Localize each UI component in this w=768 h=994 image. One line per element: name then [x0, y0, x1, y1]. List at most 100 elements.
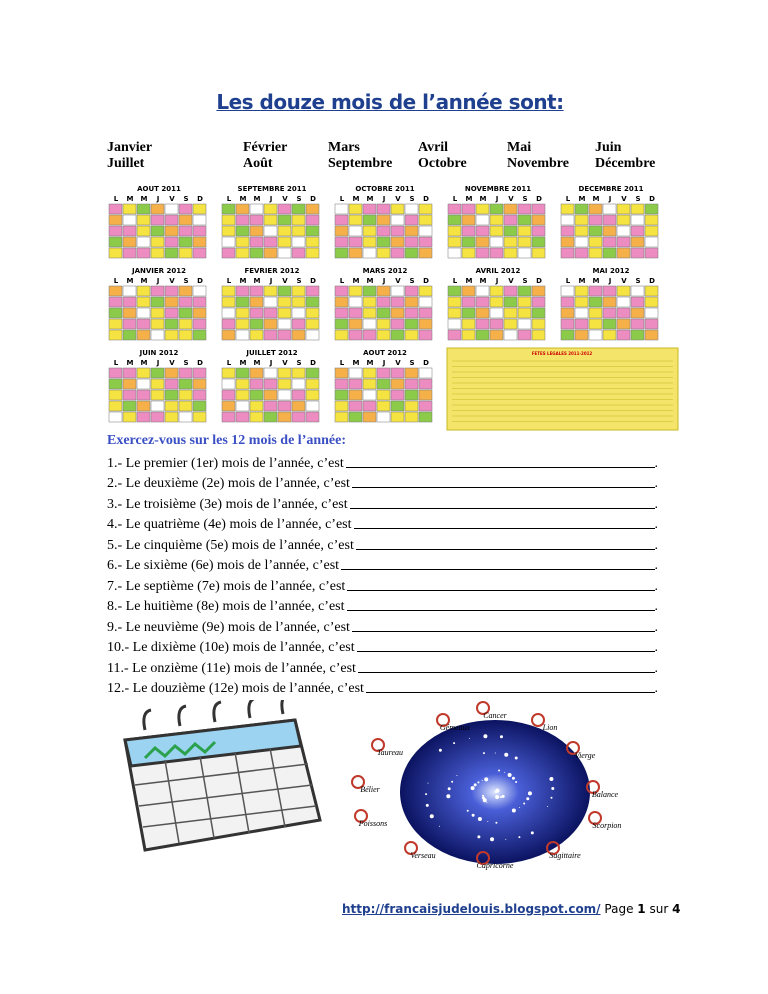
exercise-end: . — [654, 619, 659, 635]
day-letter: J — [382, 195, 386, 203]
day-letter: M — [353, 359, 360, 367]
day-cell — [616, 318, 631, 330]
star — [499, 735, 503, 739]
day-cell — [602, 236, 617, 248]
day-letter: D — [310, 195, 316, 203]
answer-blank[interactable] — [345, 466, 655, 468]
day-cell — [291, 203, 306, 215]
day-cell — [122, 400, 137, 412]
day-cell — [517, 203, 532, 215]
answer-blank[interactable] — [351, 487, 655, 488]
day-cell — [404, 225, 419, 237]
day-cell — [192, 225, 207, 237]
day-cell — [404, 247, 419, 259]
day-cell — [461, 236, 476, 248]
day-cell — [164, 411, 179, 423]
answer-blank[interactable] — [356, 651, 655, 652]
day-cell — [235, 318, 250, 330]
day-cell — [376, 411, 391, 423]
day-cell — [418, 307, 433, 319]
day-cell — [277, 225, 292, 237]
day-cell — [531, 214, 546, 226]
answer-blank[interactable] — [349, 507, 655, 509]
answer-blank[interactable] — [355, 548, 655, 550]
day-cell — [560, 296, 575, 308]
star — [470, 786, 475, 791]
page-word: Page — [604, 902, 634, 916]
day-cell — [560, 329, 575, 341]
day-cell — [164, 236, 179, 248]
answer-blank[interactable] — [365, 692, 655, 693]
day-cell — [164, 214, 179, 226]
day-cell — [418, 214, 433, 226]
day-cell — [461, 247, 476, 259]
day-cell — [164, 378, 179, 390]
month-name: Septembre — [328, 156, 393, 171]
day-cell — [122, 203, 137, 215]
day-cell — [178, 307, 193, 319]
title: Les douze mois de l’année sont: — [216, 90, 564, 114]
answer-blank[interactable] — [347, 589, 655, 591]
exercise-end: . — [654, 599, 659, 614]
day-cell — [164, 318, 179, 330]
star — [547, 805, 549, 807]
answer-blank[interactable] — [353, 528, 655, 529]
day-cell — [644, 318, 659, 330]
day-cell — [644, 236, 659, 248]
footer-link[interactable]: http://francaisjudelouis.blogspot.com/ — [342, 902, 601, 916]
star — [487, 821, 489, 823]
day-letter: J — [382, 359, 386, 367]
day-cell — [602, 247, 617, 259]
day-cell — [164, 307, 179, 319]
day-cell — [475, 329, 490, 341]
day-cell — [517, 214, 532, 226]
sign-icon — [546, 841, 560, 855]
day-cell — [249, 285, 264, 297]
day-cell — [221, 400, 236, 412]
day-cell — [150, 247, 165, 259]
day-cell — [235, 296, 250, 308]
day-cell — [192, 203, 207, 215]
day-cell — [235, 307, 250, 319]
day-cell — [235, 225, 250, 237]
answer-blank[interactable] — [341, 569, 655, 570]
day-cell — [447, 307, 462, 319]
day-cell — [150, 367, 165, 379]
day-cell — [305, 203, 320, 215]
star — [481, 794, 484, 797]
day-letter: J — [495, 195, 499, 203]
day-cell — [249, 400, 264, 412]
day-cell — [291, 225, 306, 237]
zodiac-sign: Scorpion — [593, 821, 622, 830]
answer-blank[interactable] — [357, 671, 655, 673]
star — [477, 835, 481, 839]
calendar-month-title: AOUT 2011 — [137, 185, 181, 193]
day-cell — [136, 389, 151, 401]
day-cell — [291, 285, 306, 297]
day-cell — [362, 389, 377, 401]
star — [498, 796, 500, 798]
day-cell — [489, 214, 504, 226]
day-letter: M — [141, 359, 148, 367]
day-letter: L — [114, 359, 119, 367]
day-cell — [249, 329, 264, 341]
zodiac-sign: Verseau — [410, 851, 435, 860]
day-cell — [644, 307, 659, 319]
day-cell — [221, 247, 236, 259]
day-cell — [136, 411, 151, 423]
month-name: Octobre — [418, 156, 467, 171]
star — [550, 796, 553, 799]
day-cell — [178, 400, 193, 412]
answer-blank[interactable] — [351, 630, 655, 632]
answer-blank[interactable] — [346, 610, 655, 611]
day-cell — [305, 318, 320, 330]
zodiac-sign: Lion — [542, 723, 558, 732]
day-cell — [574, 329, 589, 341]
day-cell — [630, 285, 645, 297]
calendar-month-title: NOVEMBRE 2011 — [465, 185, 531, 193]
day-letter: M — [480, 195, 487, 203]
